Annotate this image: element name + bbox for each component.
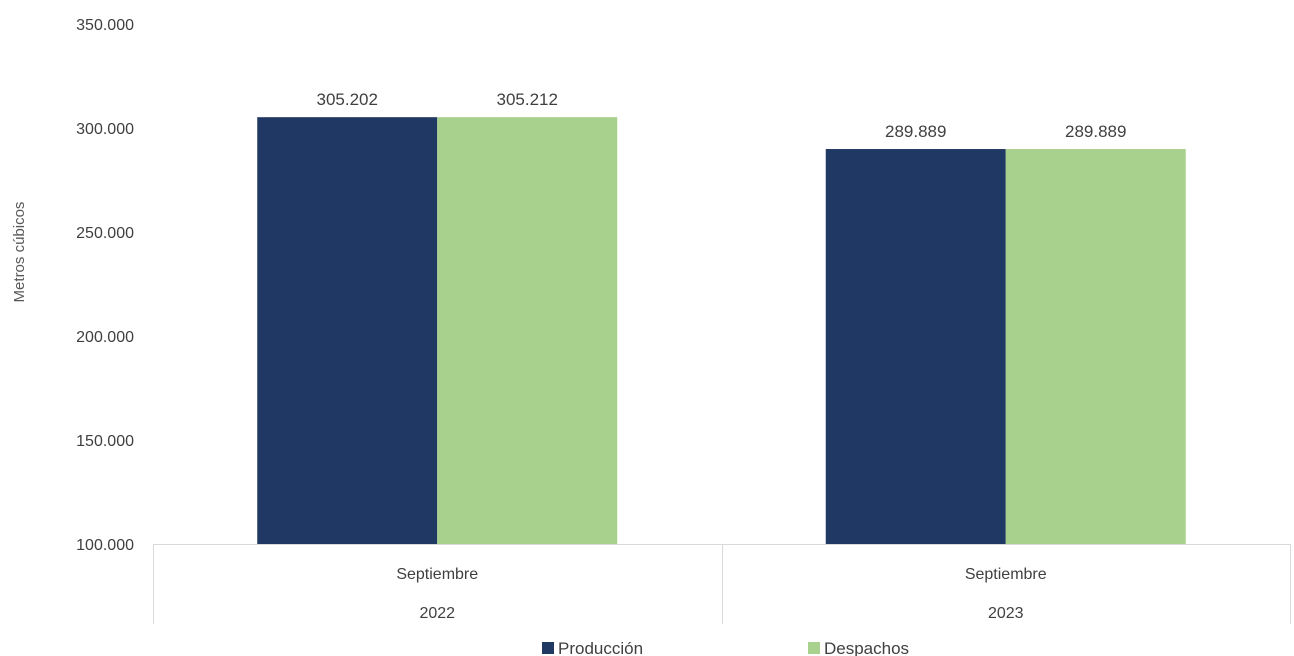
bar-produccion-2022: [257, 117, 438, 544]
bar-despachos-2023: [1005, 149, 1186, 544]
data-label: 305.212: [497, 90, 558, 109]
data-label: 289.889: [885, 122, 946, 141]
y-tick-label: 150.000: [76, 433, 134, 450]
bar-produccion-2023: [825, 149, 1006, 544]
legend-swatch: [808, 642, 820, 654]
y-tick-label: 350.000: [76, 17, 134, 34]
bars: [257, 117, 1186, 544]
group-label: 2022: [419, 605, 455, 622]
bar-despachos-2022: [437, 117, 618, 544]
y-axis-title: Metros cúbicos: [11, 202, 28, 303]
legend: Producción Despachos: [542, 639, 909, 656]
y-tick-label: 100.000: [76, 537, 134, 554]
legend-label: Producción: [558, 639, 643, 656]
data-label: 289.889: [1065, 122, 1126, 141]
category-label: Septiembre: [965, 566, 1047, 583]
legend-swatch: [542, 642, 554, 654]
data-label: 305.202: [317, 90, 378, 109]
category-label: Septiembre: [396, 566, 478, 583]
y-tick-label: 200.000: [76, 329, 134, 346]
y-tick-label: 300.000: [76, 121, 134, 138]
data-labels: 305.202 305.212 289.889 289.889: [317, 90, 1127, 141]
legend-item: Despachos: [808, 639, 909, 656]
group-label: 2023: [988, 605, 1024, 622]
x-axis: Septiembre 2022 Septiembre 2023: [153, 544, 1291, 624]
y-tick-label: 250.000: [76, 225, 134, 242]
legend-item: Producción: [542, 639, 643, 656]
y-axis: 100.000 150.000 200.000 250.000 300.000 350.0…: [76, 17, 134, 554]
legend-label: Despachos: [824, 639, 909, 656]
